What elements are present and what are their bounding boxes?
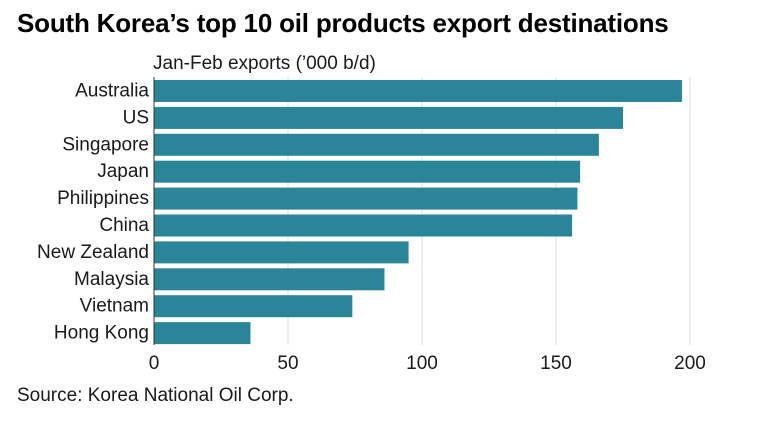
bar-hong-kong bbox=[154, 322, 251, 345]
bar-philippines bbox=[154, 187, 578, 210]
category-label: Singapore bbox=[62, 134, 149, 155]
category-label: Hong Kong bbox=[54, 323, 149, 344]
bar-australia bbox=[154, 80, 682, 102]
bar-china bbox=[154, 214, 573, 237]
x-tick-label: 0 bbox=[149, 353, 160, 374]
bars bbox=[154, 80, 682, 345]
chart-title: South Korea’s top 10 oil products export… bbox=[17, 8, 669, 38]
category-label: New Zealand bbox=[37, 242, 149, 263]
source-note: Source: Korea National Oil Corp. bbox=[17, 385, 294, 406]
bar-japan bbox=[154, 160, 581, 183]
bar-vietnam bbox=[154, 295, 353, 318]
category-label: Vietnam bbox=[80, 296, 149, 317]
category-label: Malaysia bbox=[74, 269, 149, 290]
chart-subtitle: Jan-Feb exports (’000 b/d) bbox=[153, 53, 376, 74]
x-tick-label: 100 bbox=[406, 353, 438, 374]
x-axis: 0 50 100 150 200 bbox=[149, 77, 706, 374]
category-label: Australia bbox=[75, 81, 149, 102]
category-label: US bbox=[123, 107, 149, 128]
bar-malaysia bbox=[154, 268, 385, 291]
category-label: China bbox=[99, 215, 149, 236]
category-label: Japan bbox=[97, 161, 149, 182]
category-label: Philippines bbox=[57, 188, 149, 209]
bar-new-zealand bbox=[154, 241, 409, 264]
x-tick-label: 50 bbox=[277, 353, 298, 374]
x-tick-label: 200 bbox=[674, 353, 706, 374]
bar-us bbox=[154, 106, 623, 129]
bar-singapore bbox=[154, 133, 599, 156]
x-tick-label: 150 bbox=[540, 353, 572, 374]
category-labels: Australia US Singapore Japan Philippines Chin… bbox=[37, 81, 149, 344]
